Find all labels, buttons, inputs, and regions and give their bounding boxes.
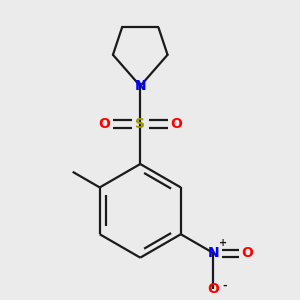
Text: O: O <box>241 246 253 260</box>
Text: -: - <box>222 280 227 291</box>
Text: O: O <box>208 282 219 296</box>
Text: N: N <box>208 246 219 260</box>
Text: S: S <box>135 117 145 131</box>
Text: O: O <box>170 117 182 131</box>
Text: O: O <box>99 117 110 131</box>
Text: +: + <box>219 238 227 248</box>
Text: N: N <box>134 79 146 93</box>
